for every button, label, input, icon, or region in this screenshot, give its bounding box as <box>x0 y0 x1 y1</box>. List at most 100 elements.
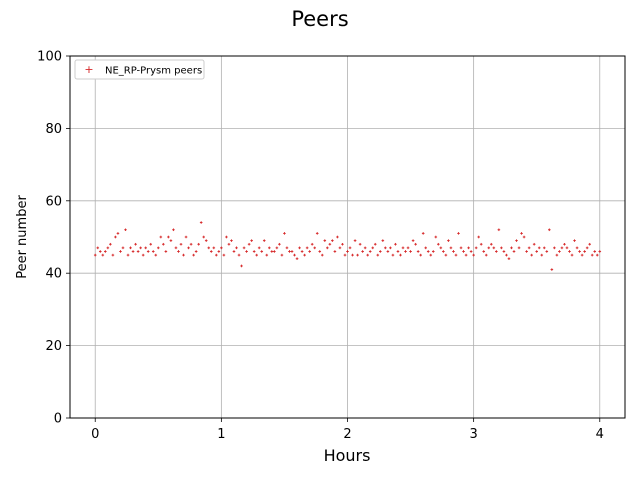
data-point <box>573 239 576 242</box>
data-point <box>477 235 480 239</box>
data-point <box>338 246 342 250</box>
data-point <box>162 242 165 246</box>
legend-box <box>74 59 205 80</box>
data-point <box>343 253 347 257</box>
data-point <box>500 246 503 250</box>
legend: + NE_RP-Prysm peers <box>74 59 205 80</box>
data-point <box>419 253 422 257</box>
data-point <box>154 253 158 257</box>
data-point <box>156 246 160 250</box>
data-point <box>341 242 344 246</box>
data-point <box>495 250 498 253</box>
data-point <box>439 246 443 250</box>
data-point <box>530 253 533 257</box>
data-point <box>167 235 170 239</box>
data-point <box>358 242 362 246</box>
data-point <box>187 246 190 250</box>
data-point <box>510 246 513 250</box>
data-point <box>336 235 339 239</box>
x-axis-label: Hours <box>324 446 371 465</box>
data-point <box>182 253 185 257</box>
data-point <box>447 239 450 242</box>
data-point <box>585 246 589 250</box>
data-point <box>399 253 402 257</box>
data-point <box>555 253 559 257</box>
data-point <box>114 235 117 239</box>
data-point <box>424 246 428 250</box>
data-point <box>305 246 309 250</box>
data-point <box>230 239 233 242</box>
y-tick-label: 100 <box>37 50 62 65</box>
data-point <box>570 253 574 257</box>
data-point <box>457 232 460 235</box>
data-point <box>179 242 183 246</box>
data-point <box>240 264 243 268</box>
data-point <box>245 250 248 253</box>
data-point <box>267 246 271 250</box>
data-point <box>353 239 357 242</box>
data-point <box>204 239 208 242</box>
data-point <box>532 242 536 246</box>
data-point <box>479 242 483 246</box>
data-point <box>96 246 100 250</box>
data-point <box>262 239 266 242</box>
data-point <box>598 250 602 253</box>
data-point <box>285 246 289 250</box>
data-point <box>212 246 216 250</box>
y-tick-label: 0 <box>54 412 62 427</box>
data-point <box>101 253 105 257</box>
data-point <box>565 246 569 250</box>
data-point <box>474 246 478 250</box>
data-point <box>146 250 150 253</box>
data-point <box>472 253 475 257</box>
series-points <box>93 221 602 271</box>
data-point <box>270 250 274 253</box>
data-point <box>492 246 496 250</box>
data-point <box>411 239 415 242</box>
data-point <box>442 250 445 253</box>
data-point <box>126 253 130 257</box>
data-point <box>151 250 155 253</box>
data-point <box>313 246 317 250</box>
data-point <box>431 250 435 253</box>
x-axis-ticks: 0 1 2 3 4 <box>91 418 604 442</box>
data-point <box>482 250 486 253</box>
data-point <box>141 253 145 257</box>
data-point <box>366 253 369 257</box>
data-point <box>406 246 410 250</box>
x-tick-label: 4 <box>596 427 604 442</box>
data-point <box>394 242 397 246</box>
data-point <box>318 250 322 253</box>
y-tick-label: 60 <box>45 194 62 209</box>
data-point <box>149 242 153 246</box>
data-point <box>298 246 301 250</box>
data-point <box>540 253 544 257</box>
data-point <box>401 246 405 250</box>
data-point <box>426 250 430 253</box>
y-tick-label: 80 <box>45 122 62 137</box>
data-point <box>437 242 440 246</box>
data-point <box>121 246 125 250</box>
data-point <box>550 268 554 271</box>
y-tick-label: 40 <box>45 267 62 282</box>
data-point <box>290 250 294 253</box>
data-point <box>237 253 241 257</box>
data-point <box>172 228 175 232</box>
data-point <box>593 250 597 253</box>
data-point <box>558 250 561 253</box>
data-point <box>421 232 425 235</box>
data-point <box>315 232 319 235</box>
data-point <box>454 253 458 257</box>
data-point <box>351 253 354 257</box>
data-point <box>487 246 491 250</box>
data-point <box>527 246 531 250</box>
data-point <box>177 250 180 253</box>
data-point <box>469 250 473 253</box>
data-point <box>300 250 304 253</box>
data-point <box>497 228 501 232</box>
data-point <box>429 253 433 257</box>
legend-label: NE_RP-Prysm peers <box>105 66 202 77</box>
data-point <box>590 253 594 257</box>
data-point <box>580 253 584 257</box>
